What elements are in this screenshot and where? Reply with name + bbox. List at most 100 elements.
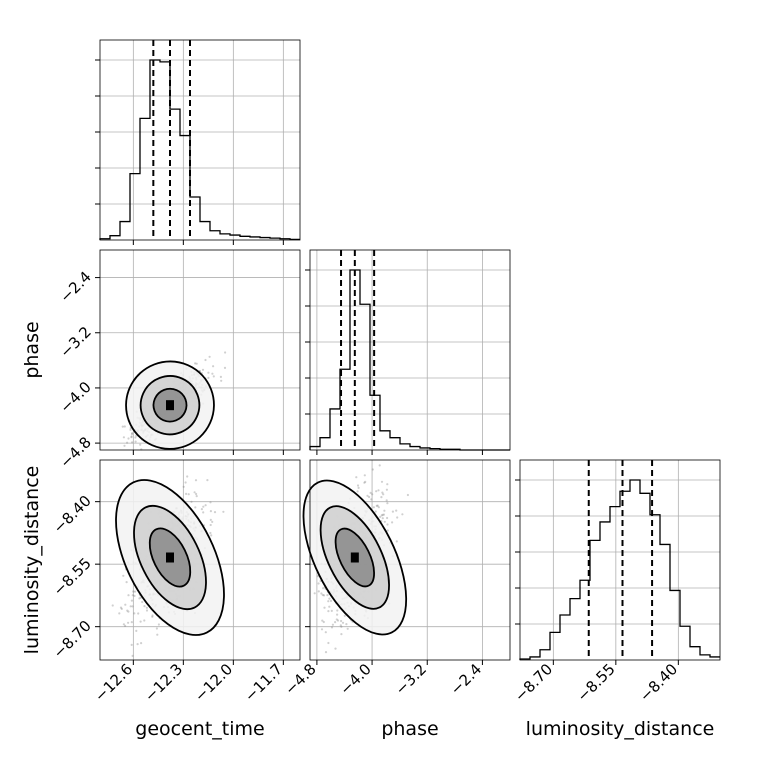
sample-point (130, 436, 133, 439)
panel-luminosity_distance-vs-phase: −4.8 −4.0 −3.2 −2.4 (281, 459, 511, 699)
sample-point (363, 481, 366, 484)
sample-point (320, 592, 323, 595)
sample-point (395, 509, 398, 512)
y-tick-label: −2.4 (56, 268, 94, 306)
histogram-phase (309, 269, 510, 451)
sample-point (368, 495, 371, 499)
sample-point (132, 590, 135, 593)
x-tick-label: −8.55 (573, 660, 618, 705)
sample-point (386, 516, 389, 520)
sample-point (184, 481, 187, 484)
sample-point (212, 375, 215, 378)
sample-point (386, 483, 389, 486)
panel-frame (309, 459, 511, 661)
sample-point (156, 633, 159, 636)
sample-point (341, 621, 345, 624)
x-tick-label: −12.3 (141, 660, 186, 705)
x-axis-label-luminosity-distance: luminosity_distance (526, 718, 715, 740)
sample-point (395, 540, 398, 543)
sample-point (127, 621, 130, 624)
sample-point (330, 626, 334, 629)
x-tick-label: −4.0 (336, 660, 374, 698)
sample-point (111, 604, 114, 607)
sample-point (130, 621, 133, 624)
sample-point (378, 464, 381, 467)
sample-point (334, 621, 337, 624)
sample-point (127, 437, 130, 440)
sample-point (201, 368, 205, 371)
panel-luminosity_distance-vs-luminosity_distance: −8.70 −8.55 −8.40 (511, 459, 721, 705)
sample-point (356, 484, 360, 487)
sample-point (127, 594, 130, 597)
sample-point (212, 365, 215, 368)
sample-point (380, 480, 384, 483)
sample-point (139, 443, 142, 446)
sample-point (194, 479, 198, 482)
sample-point (140, 642, 143, 645)
sample-point (136, 643, 139, 646)
sample-point (386, 529, 389, 532)
sample-point (130, 435, 133, 438)
y-axis-label-luminosity-distance: luminosity_distance (21, 466, 43, 655)
sample-point (138, 597, 141, 600)
y-tick-label: −4.0 (56, 378, 94, 416)
sample-point (336, 609, 339, 612)
sample-point (322, 594, 326, 597)
y-tick-label: −3.2 (56, 323, 94, 361)
sample-point (322, 620, 325, 624)
sample-point (134, 440, 137, 443)
sample-point (377, 506, 380, 509)
sample-point (383, 520, 386, 523)
corner-panels: −4.8 −4.0 −3.2 −2.4 −12.6 −12.3 −12.0 −11.7 −8.7… (50, 39, 721, 705)
sample-point (220, 379, 223, 382)
sample-point (186, 475, 189, 478)
sample-point (371, 468, 374, 471)
sample-point (131, 605, 134, 608)
histogram-luminosity_distance (519, 479, 720, 660)
sample-point (340, 619, 343, 623)
sample-point (379, 515, 382, 519)
sample-point (313, 592, 316, 595)
panel-frame (519, 459, 721, 661)
sample-point (343, 614, 346, 617)
sample-point (139, 620, 142, 623)
sample-point (130, 643, 133, 647)
sample-point (322, 587, 325, 590)
sample-point (145, 609, 149, 612)
sample-point (339, 624, 342, 627)
sample-point (141, 600, 144, 604)
sample-point (151, 614, 154, 617)
sample-point (386, 502, 389, 505)
sample-point (327, 600, 330, 603)
sample-point (123, 425, 126, 428)
sample-point (151, 615, 154, 618)
sample-point (137, 612, 140, 615)
sample-point (382, 493, 385, 496)
sample-point (323, 606, 326, 609)
sample-point (330, 609, 333, 613)
sample-point (209, 531, 212, 535)
x-tick-label: −8.40 (636, 660, 681, 705)
sample-point (213, 510, 217, 514)
sample-point (123, 444, 126, 447)
sample-point (121, 425, 124, 428)
sample-point (143, 619, 146, 622)
x-tick-label: −4.8 (281, 660, 319, 698)
sample-point (122, 574, 125, 577)
sample-point (375, 504, 378, 507)
sample-point (327, 641, 330, 645)
sample-point (145, 606, 148, 609)
x-axis-label-phase: phase (381, 718, 438, 740)
y-tick-label: −8.70 (50, 617, 95, 662)
sample-point (385, 499, 388, 502)
sample-point (135, 629, 138, 633)
sample-point (125, 581, 128, 584)
sample-point (376, 504, 379, 507)
sample-point (155, 627, 158, 630)
sample-point (143, 605, 146, 608)
sample-point (401, 513, 404, 516)
y-tick-label: −8.40 (50, 492, 95, 537)
sample-point (222, 510, 225, 513)
sample-point (194, 506, 197, 509)
sample-point (224, 351, 227, 354)
